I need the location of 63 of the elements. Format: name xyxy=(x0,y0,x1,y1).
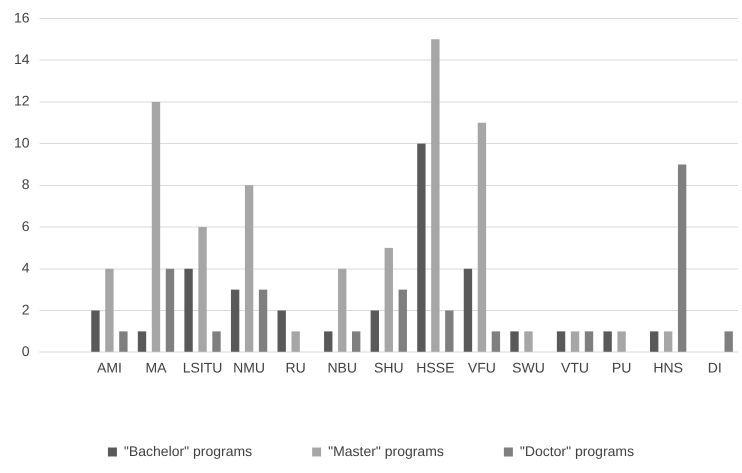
bar xyxy=(230,290,240,352)
bar xyxy=(584,331,594,352)
bar xyxy=(244,185,254,352)
bar xyxy=(166,268,174,352)
bar xyxy=(370,310,380,352)
bar xyxy=(478,122,486,352)
x-tick-label: SWU xyxy=(512,359,545,376)
y-tick-label: 2 xyxy=(22,301,30,318)
x-tick-label: NMU xyxy=(233,359,266,376)
bar xyxy=(664,331,672,352)
bar xyxy=(617,331,626,352)
bar xyxy=(464,268,472,352)
x-tick-label: VTU xyxy=(561,359,590,376)
x-tick-label: SHU xyxy=(374,359,404,376)
bar xyxy=(570,331,580,352)
bar xyxy=(212,331,221,352)
x-tick-label: VFU xyxy=(468,359,496,376)
bar xyxy=(324,331,332,352)
legend-label: "Master" programs xyxy=(328,442,444,459)
legend-label: "Doctor" programs xyxy=(520,442,634,459)
y-tick-label: 14 xyxy=(14,50,30,67)
bar xyxy=(650,331,658,352)
x-tick-label: RU xyxy=(286,359,306,376)
bar xyxy=(352,331,360,352)
y-tick-label: 8 xyxy=(22,176,30,192)
bar xyxy=(445,310,454,352)
x-tick-label: HSSE xyxy=(416,359,454,376)
bar xyxy=(431,39,440,352)
bar xyxy=(198,227,207,352)
bar xyxy=(338,268,346,352)
bar xyxy=(91,310,100,352)
x-tick-label: HNS xyxy=(653,359,683,376)
bar xyxy=(724,331,733,352)
bar xyxy=(524,331,533,352)
y-tick-label: 0 xyxy=(22,343,30,360)
bar xyxy=(398,290,407,352)
y-tick-label: 6 xyxy=(22,218,30,234)
bar xyxy=(603,331,612,352)
bar xyxy=(384,248,393,352)
bar xyxy=(678,164,686,352)
x-tick-label: LSITU xyxy=(182,359,222,376)
bar xyxy=(152,102,160,352)
bar xyxy=(138,331,146,352)
x-tick-label: PU xyxy=(612,359,632,376)
x-tick-label: DI xyxy=(708,359,722,376)
y-tick-label: 12 xyxy=(14,92,30,109)
bar xyxy=(492,331,500,352)
bar xyxy=(417,144,426,352)
bar xyxy=(258,290,268,352)
legend-label: "Bachelor" programs xyxy=(124,442,252,459)
bar xyxy=(291,331,300,352)
bar xyxy=(556,331,566,352)
x-tick-label: NBU xyxy=(327,359,358,376)
x-tick-label: AMI xyxy=(96,359,122,376)
bar xyxy=(184,268,193,352)
bar xyxy=(119,331,128,352)
bar xyxy=(105,268,114,352)
bar xyxy=(510,331,519,352)
y-tick-label: 16 xyxy=(14,9,30,26)
x-tick-label: MA xyxy=(145,359,168,376)
y-tick-label: 10 xyxy=(14,134,30,150)
y-tick-label: 4 xyxy=(22,260,30,276)
bar xyxy=(278,310,286,352)
